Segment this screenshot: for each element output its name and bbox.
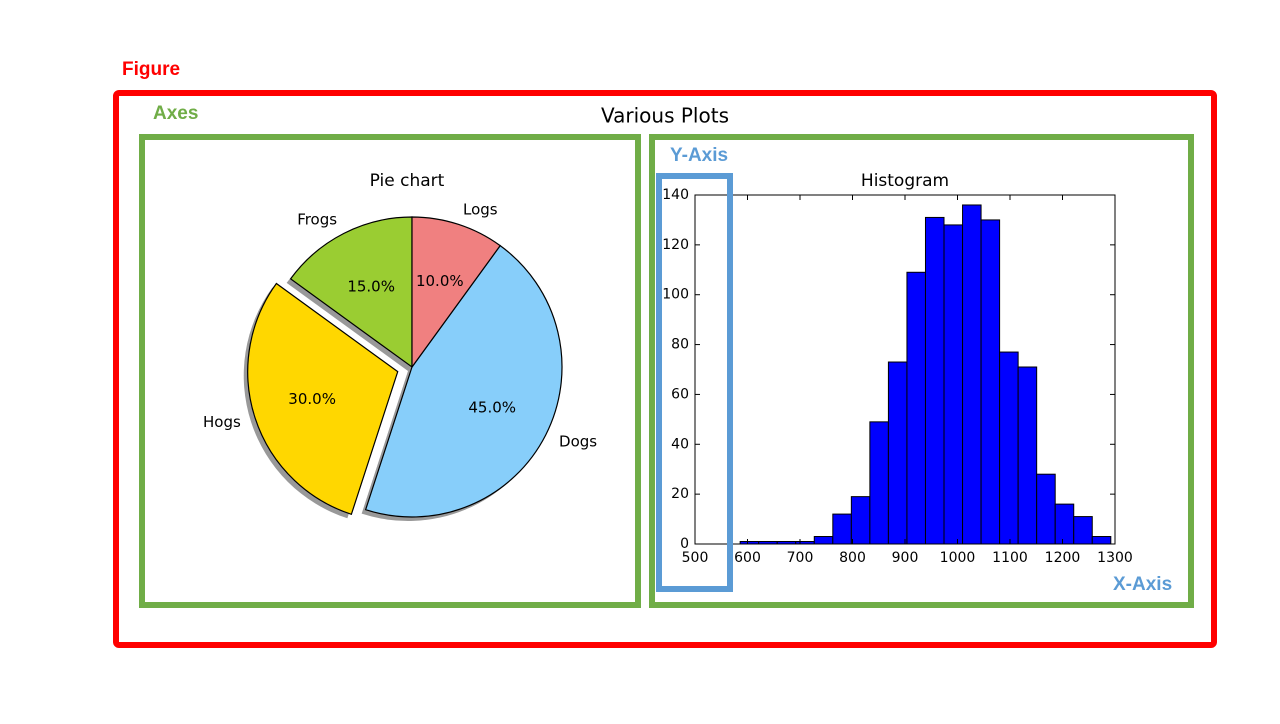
bar xyxy=(813,536,834,545)
x-tick-label: 1000 xyxy=(940,550,976,566)
x-axis-label: X-Axis xyxy=(1113,574,1172,595)
chart-title: Pie chart xyxy=(370,171,445,191)
bar xyxy=(999,351,1019,545)
bar xyxy=(869,421,889,545)
y-tick-label: 120 xyxy=(662,237,689,253)
x-tick-label: 1100 xyxy=(992,550,1028,566)
x-tick-label: 900 xyxy=(892,550,919,566)
x-tick-label: 1200 xyxy=(1045,550,1081,566)
y-tick-label: 100 xyxy=(662,287,689,303)
y-tick-label: 40 xyxy=(671,436,689,452)
chart-title: Histogram xyxy=(861,171,949,191)
bar xyxy=(1091,536,1112,545)
bar xyxy=(1036,473,1056,545)
y-axis-label: Y-Axis xyxy=(670,145,728,166)
bar xyxy=(1054,503,1075,545)
y-axis-box xyxy=(656,173,733,592)
bar xyxy=(980,219,1001,545)
value-label: 45.0% xyxy=(468,398,516,416)
figure-box xyxy=(113,90,1217,648)
y-tick-label: 60 xyxy=(671,386,689,402)
x-tick-label: 700 xyxy=(787,550,814,566)
pie-wedge xyxy=(411,216,502,369)
plots: Pie chart Frogs 15.0% Hogs 30.0% Dogs 45.0% Log… xyxy=(203,171,1133,566)
figure-label: Figure xyxy=(122,59,180,80)
bar xyxy=(924,216,945,545)
bar xyxy=(832,513,852,545)
category-label: Frogs xyxy=(297,210,337,228)
axes-box xyxy=(139,134,641,608)
axes-box xyxy=(649,134,1194,608)
value-label: 10.0% xyxy=(416,272,464,290)
y-tick-label: 20 xyxy=(671,486,689,502)
pie-wedge xyxy=(364,244,563,518)
x-tick-label: 800 xyxy=(839,550,866,566)
pie-wedge xyxy=(247,282,399,516)
pie-wedge xyxy=(289,216,413,369)
bar xyxy=(850,496,871,545)
bar xyxy=(943,224,964,545)
y-tick-label: 0 xyxy=(680,536,689,552)
category-label: Dogs xyxy=(559,432,597,450)
value-label: 30.0% xyxy=(288,390,336,408)
y-tick-label: 140 xyxy=(662,187,689,203)
x-tick-label: 500 xyxy=(682,550,709,566)
bar xyxy=(887,361,908,545)
y-tick-label: 80 xyxy=(671,337,689,353)
bar xyxy=(962,204,982,545)
x-tick-label: 600 xyxy=(734,550,761,566)
x-tick-label: 1300 xyxy=(1097,550,1133,566)
bar xyxy=(1073,516,1093,545)
bar xyxy=(1017,366,1038,545)
bar xyxy=(906,271,926,545)
axes-label: Axes xyxy=(153,103,198,124)
value-label: 15.0% xyxy=(347,277,395,295)
category-label: Hogs xyxy=(203,413,241,431)
category-label: Logs xyxy=(463,201,498,219)
figure-title: Various Plots xyxy=(601,104,729,128)
